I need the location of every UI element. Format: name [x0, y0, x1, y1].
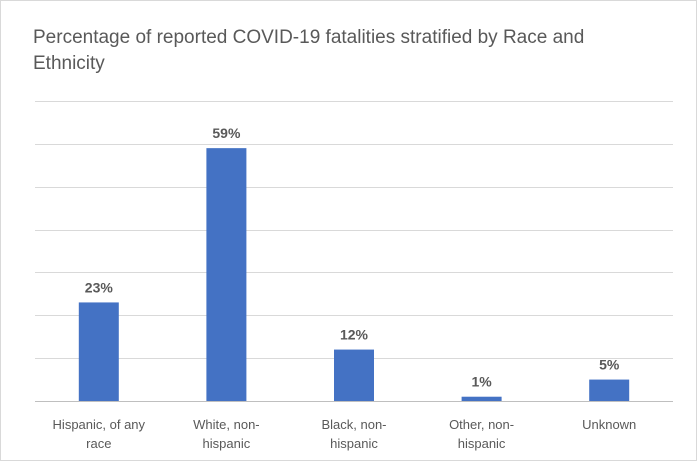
bar — [206, 148, 247, 401]
bar — [461, 396, 502, 401]
bar — [589, 379, 630, 401]
chart-title: Percentage of reported COVID-19 fataliti… — [33, 27, 585, 74]
bar — [334, 349, 374, 401]
data-label: 1% — [471, 374, 492, 390]
category-labels: Hispanic, of any race White, non-hispanic B… — [53, 417, 637, 451]
data-label: 5% — [599, 357, 620, 373]
category-label: Other, non-hispanic — [449, 417, 514, 451]
bars — [78, 148, 630, 401]
bar — [78, 302, 119, 401]
data-label: 23% — [85, 279, 114, 295]
data-label: 59% — [212, 125, 241, 141]
gridlines — [35, 101, 673, 402]
category-label: Unknown — [582, 417, 636, 432]
data-labels: 23% 59% 12% 1% 5% — [85, 125, 620, 390]
category-label: Hispanic, of any race — [53, 417, 146, 451]
category-label: Black, non-hispanic — [321, 417, 386, 451]
category-label: White, non-hispanic — [193, 417, 259, 451]
data-label: 12% — [340, 327, 369, 343]
